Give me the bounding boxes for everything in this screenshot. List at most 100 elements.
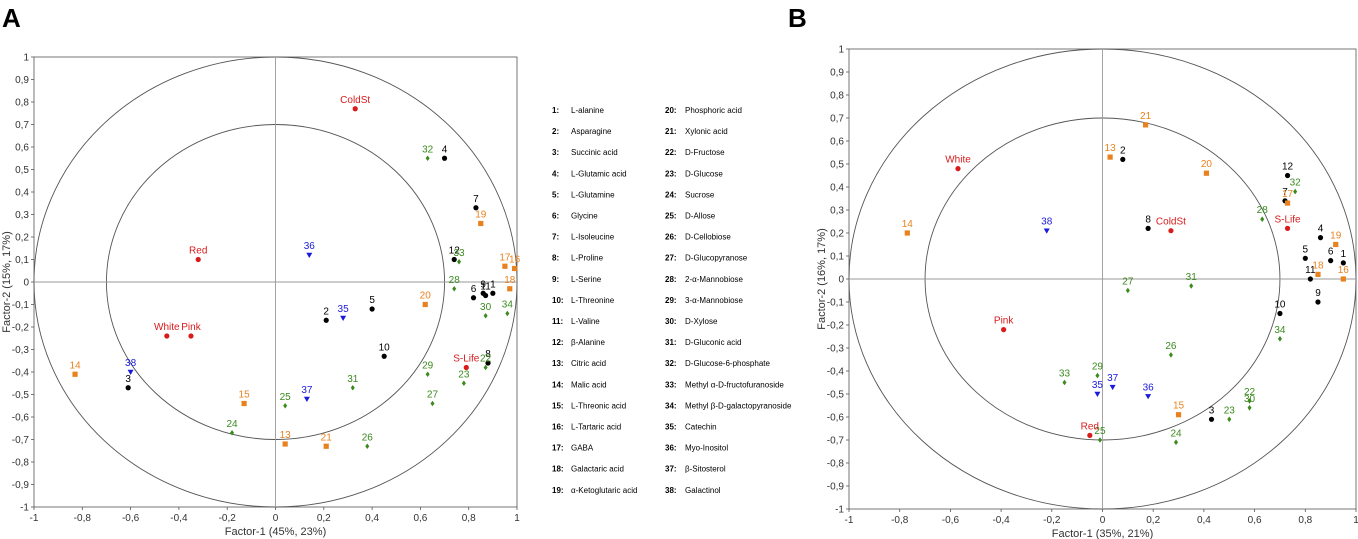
legend-number: 16:: [552, 423, 564, 432]
legend-number: 32:: [665, 359, 677, 368]
data-point-7-label: 7: [473, 194, 479, 205]
data-point-4-label: 4: [1318, 224, 1324, 235]
data-point-19-marker: [1333, 241, 1339, 248]
data-point-6-marker: [1328, 258, 1334, 264]
y-tick-label: 0: [23, 278, 29, 289]
data-point-18-label: 18: [1312, 260, 1324, 271]
legend-compound-name: D-Xylose: [685, 317, 718, 326]
data-point-9-marker: [1315, 299, 1321, 305]
legend-number: 17:: [552, 444, 564, 453]
legend-number: 10:: [552, 296, 564, 305]
data-point-37-marker: [1109, 384, 1116, 391]
legend-compound-name: GABA: [571, 444, 594, 453]
legend-number: 26:: [665, 233, 677, 242]
data-point-22-marker: [483, 364, 488, 371]
x-tick-label: -0,2: [219, 513, 237, 524]
data-point-27-marker: [430, 400, 435, 407]
x-axis-title: Factor-1 (35%, 21%): [1052, 528, 1153, 539]
y-tick-label: 0,4: [830, 183, 844, 194]
data-point-25-marker: [283, 402, 288, 409]
legend-compound-name: L-alanine: [571, 106, 604, 115]
data-point-10-marker: [381, 353, 387, 359]
legend-compound-name: Galactaric acid: [571, 465, 624, 474]
data-point-2-label: 2: [1120, 145, 1126, 156]
data-point-29-marker: [1095, 372, 1100, 379]
data-point-38-marker: [1043, 228, 1050, 234]
data-point-red-marker: [195, 256, 201, 263]
data-point-5-marker: [1302, 255, 1308, 261]
legend-number: 31:: [665, 338, 677, 347]
data-point-9-label: 9: [480, 279, 486, 290]
y-tick-label: 0,1: [830, 252, 844, 263]
data-point-20-marker: [422, 301, 428, 308]
legend-number: 4:: [552, 169, 559, 178]
data-point-28-marker: [1260, 216, 1265, 222]
data-point-8-marker: [1145, 225, 1151, 231]
data-point-3-label: 3: [1209, 405, 1215, 416]
y-tick-label: 0,2: [830, 229, 844, 240]
data-point-13-label: 13: [1105, 143, 1117, 154]
y-axis-title: Factor-2 (16%, 17%): [816, 228, 828, 329]
legend-number: 24:: [665, 190, 677, 199]
data-point-26-label: 26: [1165, 341, 1177, 352]
data-point-30-label: 30: [1244, 394, 1256, 405]
data-point-16-marker: [1340, 276, 1346, 282]
data-point-22-label: 22: [480, 354, 492, 365]
data-point-21-label: 21: [321, 432, 333, 443]
legend-number: 2:: [552, 127, 559, 136]
panel-letter-b: B: [788, 3, 807, 33]
data-point-coldst-label: ColdSt: [1156, 217, 1186, 228]
legend-number: 30:: [665, 317, 677, 326]
data-point-red-label: Red: [189, 246, 207, 257]
data-point-s-life-marker: [463, 364, 469, 371]
legend-compound-name: L-Serine: [571, 275, 602, 284]
legend-number: 33:: [665, 380, 677, 389]
legend-number: 21:: [665, 127, 677, 136]
data-point-16-marker: [511, 265, 518, 272]
data-point-38-label: 38: [1041, 217, 1053, 228]
data-point-35-marker: [1094, 391, 1101, 397]
legend-number: 14:: [552, 380, 564, 389]
y-tick-label: 0,7: [830, 114, 844, 125]
y-tick-label: -0,4: [12, 368, 30, 379]
y-tick-label: 0,6: [830, 137, 844, 148]
y-tick-label: 0,2: [15, 233, 29, 244]
data-point-12-marker: [1284, 172, 1291, 179]
data-point-19-label: 19: [1330, 231, 1342, 242]
y-tick-label: 0,1: [15, 255, 29, 266]
data-point-2-marker: [323, 317, 329, 323]
data-point-11-label: 11: [1305, 265, 1316, 276]
compound-legend: 1: L-alanine 2: Asparagine 3: Succinic acid 4:…: [552, 106, 792, 495]
x-tick-label: -0,4: [170, 513, 188, 524]
y-tick-label: 0,4: [15, 188, 29, 199]
data-point-21-label: 21: [1140, 111, 1152, 122]
legend-compound-name: D-Glucopyranose: [685, 254, 748, 263]
data-point-4-marker: [441, 155, 448, 161]
legend-compound-name: D-Cellobiose: [685, 233, 731, 242]
data-point-20-label: 20: [420, 291, 432, 302]
x-tick-label: -0,2: [1043, 515, 1061, 526]
data-point-5-label: 5: [1303, 244, 1309, 255]
data-point-18-marker: [507, 286, 513, 292]
legend-number: 20:: [665, 106, 677, 115]
legend-number: 13:: [552, 359, 564, 368]
y-tick-label: -0,7: [12, 435, 30, 446]
legend-number: 19:: [552, 486, 564, 495]
data-point-29-label: 29: [1092, 362, 1104, 373]
data-point-red-label: Red: [1081, 421, 1099, 432]
data-point-white-marker: [164, 333, 170, 339]
data-point-37-label: 37: [301, 385, 313, 396]
y-tick-label: -0,8: [12, 458, 30, 469]
data-point-32-label: 32: [1290, 178, 1302, 189]
data-point-35-label: 35: [338, 304, 350, 315]
data-point-37-label: 37: [1107, 373, 1119, 384]
legend-compound-name: Asparagine: [571, 127, 612, 136]
data-point-pink-marker: [1001, 327, 1007, 333]
data-point-32-marker: [425, 155, 430, 162]
legend-compound-name: Xylonic acid: [685, 127, 728, 136]
plot-panel-a: -1 -0,8 -0,6 -0,4 -0,2 0 0,2 0,4 0,6 0,8 110,90,80…: [1, 53, 521, 539]
data-point-27-label: 27: [1122, 277, 1134, 288]
data-point-26-marker: [1168, 352, 1173, 358]
data-point-2-label: 2: [323, 306, 329, 317]
y-tick-label: -0,2: [827, 321, 845, 332]
